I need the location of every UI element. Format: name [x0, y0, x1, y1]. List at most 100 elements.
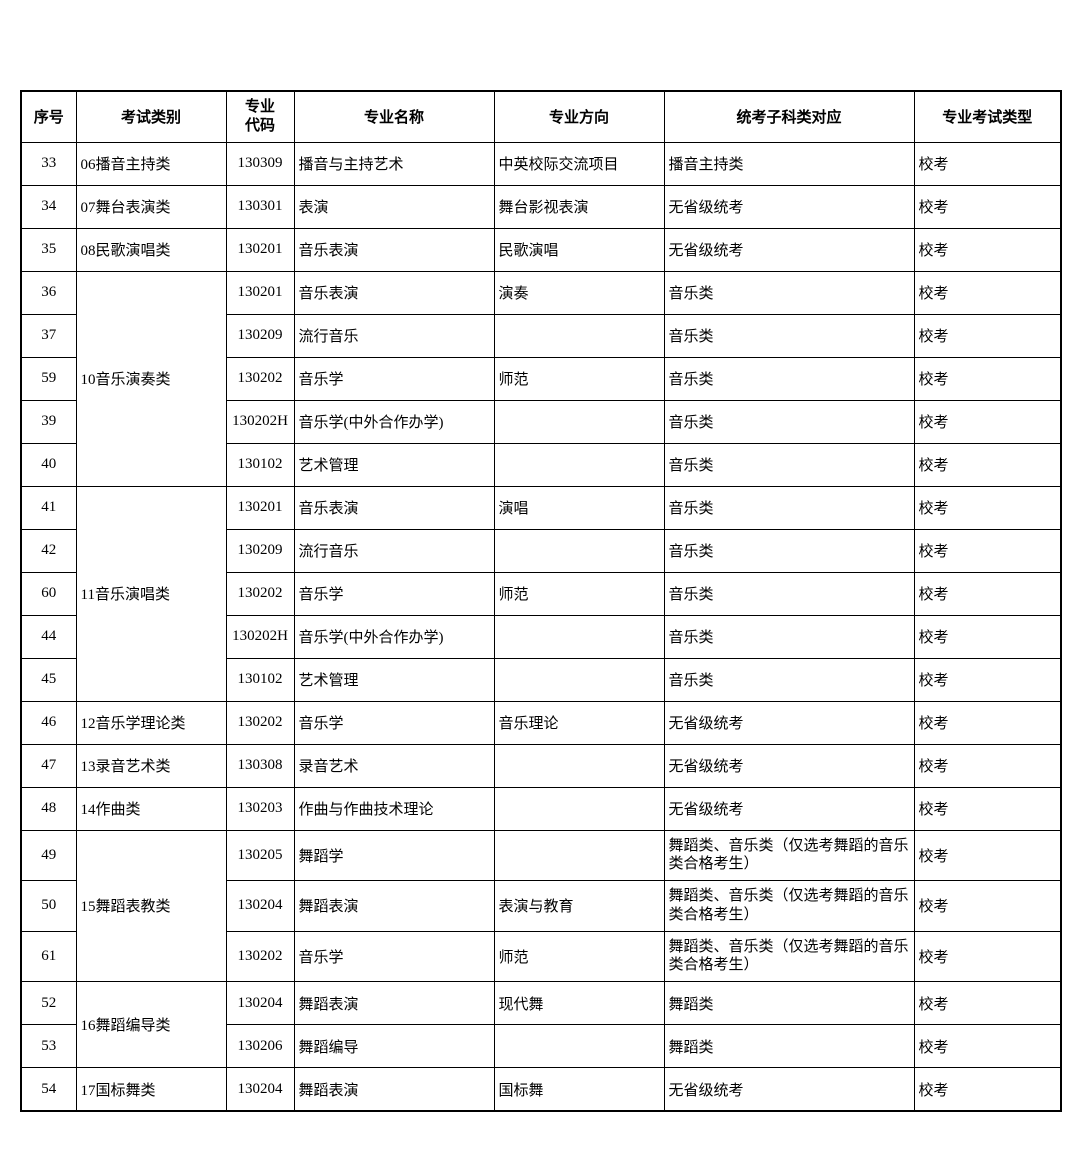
cell-seq: 50: [21, 881, 76, 932]
cell-subcategory: 音乐类: [664, 529, 914, 572]
cell-major-name: 录音艺术: [294, 744, 494, 787]
table-row: 3306播音主持类130309播音与主持艺术中英校际交流项目播音主持类校考: [21, 142, 1061, 185]
cell-subcategory: 舞蹈类、音乐类（仅选考舞蹈的音乐类合格考生）: [664, 830, 914, 881]
col-header-4: 专业方向: [494, 91, 664, 142]
cell-major-name: 舞蹈表演: [294, 1068, 494, 1112]
cell-seq: 48: [21, 787, 76, 830]
cell-subcategory: 音乐类: [664, 443, 914, 486]
cell-code: 130204: [226, 982, 294, 1025]
cell-seq: 37: [21, 314, 76, 357]
cell-category: 15舞蹈表教类: [76, 830, 226, 982]
cell-subcategory: 舞蹈类、音乐类（仅选考舞蹈的音乐类合格考生）: [664, 931, 914, 982]
cell-seq: 60: [21, 572, 76, 615]
table-header-row: 序号考试类别专业代码专业名称专业方向统考子科类对应专业考试类型: [21, 91, 1061, 142]
cell-major-name: 音乐学: [294, 701, 494, 744]
table-row: 4612音乐学理论类130202音乐学音乐理论无省级统考校考: [21, 701, 1061, 744]
cell-exam-type: 校考: [914, 142, 1061, 185]
cell-subcategory: 无省级统考: [664, 744, 914, 787]
cell-major-name: 播音与主持艺术: [294, 142, 494, 185]
table-row: 3610音乐演奏类130201音乐表演演奏音乐类校考: [21, 271, 1061, 314]
cell-exam-type: 校考: [914, 881, 1061, 932]
cell-direction: [494, 314, 664, 357]
cell-code: 130202H: [226, 615, 294, 658]
cell-exam-type: 校考: [914, 744, 1061, 787]
cell-direction: [494, 443, 664, 486]
col-header-1: 考试类别: [76, 91, 226, 142]
cell-direction: [494, 787, 664, 830]
cell-major-name: 音乐学: [294, 931, 494, 982]
cell-code: 130202H: [226, 400, 294, 443]
cell-seq: 45: [21, 658, 76, 701]
col-header-5: 统考子科类对应: [664, 91, 914, 142]
cell-category: 10音乐演奏类: [76, 271, 226, 486]
cell-subcategory: 音乐类: [664, 658, 914, 701]
cell-direction: [494, 615, 664, 658]
cell-code: 130201: [226, 228, 294, 271]
table-row: 3508民歌演唱类130201音乐表演民歌演唱无省级统考校考: [21, 228, 1061, 271]
cell-subcategory: 音乐类: [664, 615, 914, 658]
cell-direction: 中英校际交流项目: [494, 142, 664, 185]
cell-major-name: 音乐学: [294, 572, 494, 615]
cell-exam-type: 校考: [914, 982, 1061, 1025]
table-row: 3407舞台表演类130301表演舞台影视表演无省级统考校考: [21, 185, 1061, 228]
cell-code: 130309: [226, 142, 294, 185]
cell-direction: [494, 830, 664, 881]
cell-direction: [494, 529, 664, 572]
table-row: 4915舞蹈表教类130205舞蹈学舞蹈类、音乐类（仅选考舞蹈的音乐类合格考生）…: [21, 830, 1061, 881]
table-row: 5216舞蹈编导类130204舞蹈表演现代舞舞蹈类校考: [21, 982, 1061, 1025]
cell-code: 130209: [226, 314, 294, 357]
cell-category: 14作曲类: [76, 787, 226, 830]
cell-subcategory: 舞蹈类: [664, 982, 914, 1025]
cell-exam-type: 校考: [914, 486, 1061, 529]
cell-major-name: 表演: [294, 185, 494, 228]
cell-exam-type: 校考: [914, 400, 1061, 443]
cell-seq: 54: [21, 1068, 76, 1112]
cell-exam-type: 校考: [914, 1025, 1061, 1068]
cell-seq: 35: [21, 228, 76, 271]
cell-code: 130202: [226, 572, 294, 615]
cell-direction: [494, 1025, 664, 1068]
cell-direction: 舞台影视表演: [494, 185, 664, 228]
cell-code: 130201: [226, 486, 294, 529]
cell-exam-type: 校考: [914, 931, 1061, 982]
cell-subcategory: 无省级统考: [664, 1068, 914, 1112]
cell-code: 130202: [226, 701, 294, 744]
cell-code: 130204: [226, 1068, 294, 1112]
cell-exam-type: 校考: [914, 443, 1061, 486]
cell-major-name: 舞蹈表演: [294, 982, 494, 1025]
cell-seq: 49: [21, 830, 76, 881]
cell-major-name: 作曲与作曲技术理论: [294, 787, 494, 830]
cell-category: 12音乐学理论类: [76, 701, 226, 744]
cell-direction: 师范: [494, 931, 664, 982]
cell-major-name: 音乐学(中外合作办学): [294, 400, 494, 443]
cell-major-name: 音乐学: [294, 357, 494, 400]
cell-major-name: 舞蹈表演: [294, 881, 494, 932]
cell-subcategory: 无省级统考: [664, 185, 914, 228]
cell-code: 130308: [226, 744, 294, 787]
cell-code: 130202: [226, 931, 294, 982]
cell-seq: 36: [21, 271, 76, 314]
cell-direction: 师范: [494, 572, 664, 615]
cell-code: 130204: [226, 881, 294, 932]
cell-subcategory: 舞蹈类: [664, 1025, 914, 1068]
cell-subcategory: 音乐类: [664, 314, 914, 357]
cell-seq: 47: [21, 744, 76, 787]
cell-code: 130209: [226, 529, 294, 572]
cell-subcategory: 音乐类: [664, 572, 914, 615]
cell-major-name: 艺术管理: [294, 658, 494, 701]
cell-direction: 现代舞: [494, 982, 664, 1025]
cell-seq: 40: [21, 443, 76, 486]
cell-seq: 46: [21, 701, 76, 744]
cell-subcategory: 舞蹈类、音乐类（仅选考舞蹈的音乐类合格考生）: [664, 881, 914, 932]
cell-direction: [494, 400, 664, 443]
cell-major-name: 艺术管理: [294, 443, 494, 486]
col-header-6: 专业考试类型: [914, 91, 1061, 142]
cell-category: 08民歌演唱类: [76, 228, 226, 271]
cell-seq: 59: [21, 357, 76, 400]
cell-subcategory: 播音主持类: [664, 142, 914, 185]
cell-subcategory: 音乐类: [664, 271, 914, 314]
cell-exam-type: 校考: [914, 658, 1061, 701]
cell-category: 16舞蹈编导类: [76, 982, 226, 1068]
cell-direction: [494, 658, 664, 701]
cell-direction: 师范: [494, 357, 664, 400]
